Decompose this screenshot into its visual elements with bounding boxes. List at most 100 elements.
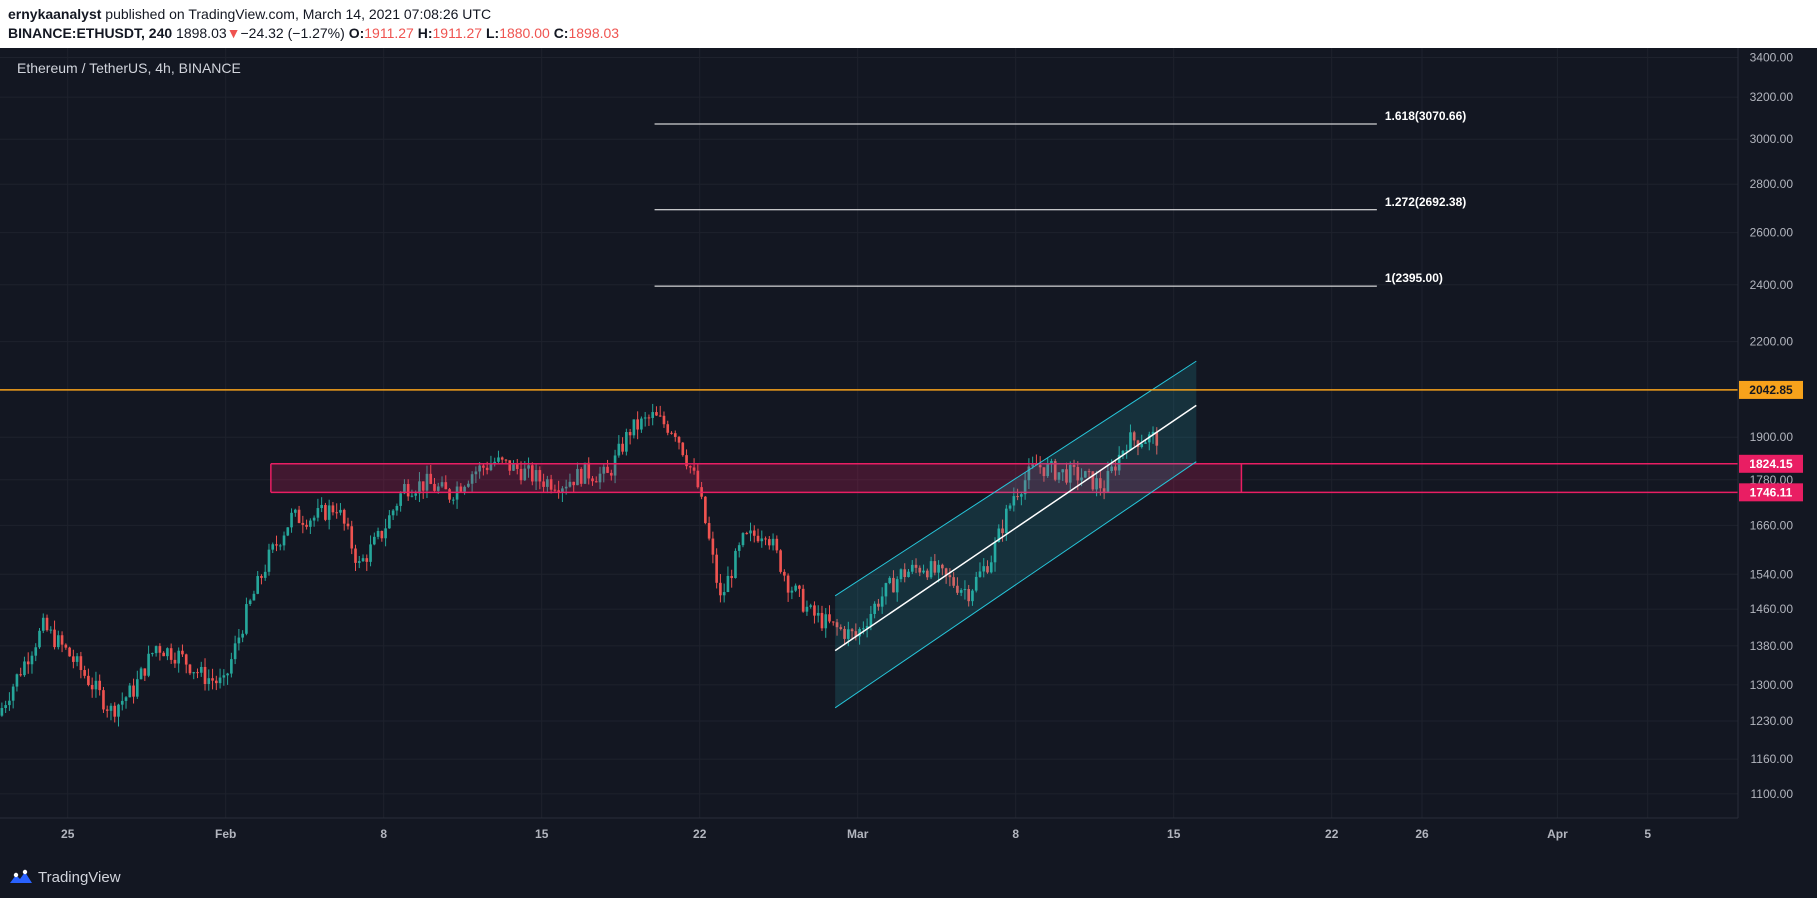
change-arrow-icon: ▼ (226, 25, 241, 41)
candle (109, 705, 113, 711)
candle (117, 704, 120, 717)
channel-fill (835, 361, 1197, 708)
candle (418, 481, 421, 494)
candle (722, 592, 726, 596)
candle (504, 459, 508, 461)
candle (286, 527, 290, 536)
zone-bottom-price-tag: 1746.11 (1750, 485, 1793, 499)
candle (918, 567, 922, 573)
candle (72, 656, 75, 662)
candle (139, 668, 143, 680)
candle (1121, 450, 1125, 455)
candle (327, 505, 331, 520)
candle (19, 674, 23, 676)
candle (564, 486, 568, 489)
open-label: O: (348, 25, 365, 41)
candle (606, 466, 609, 473)
author-name[interactable]: ernykaanalyst (8, 6, 102, 22)
candle (113, 705, 117, 717)
chart-area[interactable]: 1.618(3070.66) 1.272(2692.38) 1(2395.00) 11… (0, 48, 1817, 855)
candle (41, 617, 45, 631)
candle (173, 659, 177, 664)
symbol-label: BINANCE:ETHUSDT, 240 (8, 25, 173, 41)
candle (726, 575, 730, 593)
candle (267, 549, 271, 572)
candle (154, 646, 158, 654)
candle (293, 509, 297, 513)
candle (880, 596, 884, 607)
candle (681, 442, 685, 456)
candle (974, 576, 978, 591)
candle (1087, 471, 1091, 473)
tradingview-logo[interactable]: TradingView (8, 865, 121, 889)
zone-top-price-tag-bg (1739, 454, 1803, 473)
resistance-price-tag: 2042.85 (1749, 383, 1793, 397)
candle (767, 539, 771, 546)
candle (230, 659, 233, 674)
candle (993, 542, 997, 563)
candle (1144, 442, 1147, 444)
candle (771, 538, 775, 546)
price-chart[interactable]: 1.618(3070.66) 1.272(2692.38) 1(2395.00) 11… (0, 48, 1817, 855)
x-tick-label: 22 (1325, 827, 1339, 841)
candle (90, 685, 94, 690)
candle (1110, 466, 1113, 472)
candle (515, 463, 519, 469)
candle (34, 647, 38, 656)
candle (444, 482, 448, 490)
x-tick-label: 22 (693, 827, 707, 841)
candle (320, 504, 323, 509)
candle (98, 680, 102, 691)
candle (38, 630, 41, 648)
candle (576, 468, 579, 486)
candle (233, 643, 237, 660)
candle (948, 575, 952, 578)
candle (376, 531, 380, 537)
candle (546, 479, 549, 487)
tradingview-logo-icon (10, 869, 32, 883)
candle (925, 570, 929, 578)
candle (549, 479, 553, 490)
candle (357, 561, 361, 563)
channel-lower-line (834, 461, 1197, 709)
candle (248, 600, 252, 605)
candle (711, 538, 715, 555)
x-tick-label: 8 (1012, 827, 1019, 841)
candle (1053, 461, 1057, 480)
y-tick-label: 1780.00 (1750, 473, 1794, 487)
candle (26, 661, 30, 665)
candle (568, 481, 572, 487)
candle (83, 670, 86, 676)
candle (162, 652, 165, 657)
candle (941, 564, 944, 569)
candle (903, 569, 907, 578)
candle (798, 585, 801, 589)
candle (53, 629, 56, 648)
candle (670, 432, 673, 434)
candle (756, 535, 760, 542)
candle (406, 484, 410, 497)
candle (188, 664, 192, 674)
candle (707, 523, 711, 539)
candle (1091, 471, 1095, 490)
candle (237, 637, 241, 644)
candle (75, 656, 79, 662)
candle (425, 473, 429, 491)
candle (666, 424, 670, 433)
candle (989, 562, 993, 573)
candle (527, 465, 530, 469)
candle (835, 622, 839, 628)
candle (688, 466, 692, 468)
candle (662, 415, 666, 425)
tradingview-brand: TradingView (38, 868, 121, 886)
x-tick-label: 8 (380, 827, 387, 841)
candle (831, 621, 835, 623)
last-price: 1898.03 (176, 25, 227, 41)
candle (1016, 496, 1019, 498)
candle (467, 483, 470, 487)
candle (609, 472, 613, 476)
candle (8, 700, 11, 706)
candle (809, 605, 813, 607)
candle (519, 468, 523, 481)
candle (365, 558, 369, 562)
